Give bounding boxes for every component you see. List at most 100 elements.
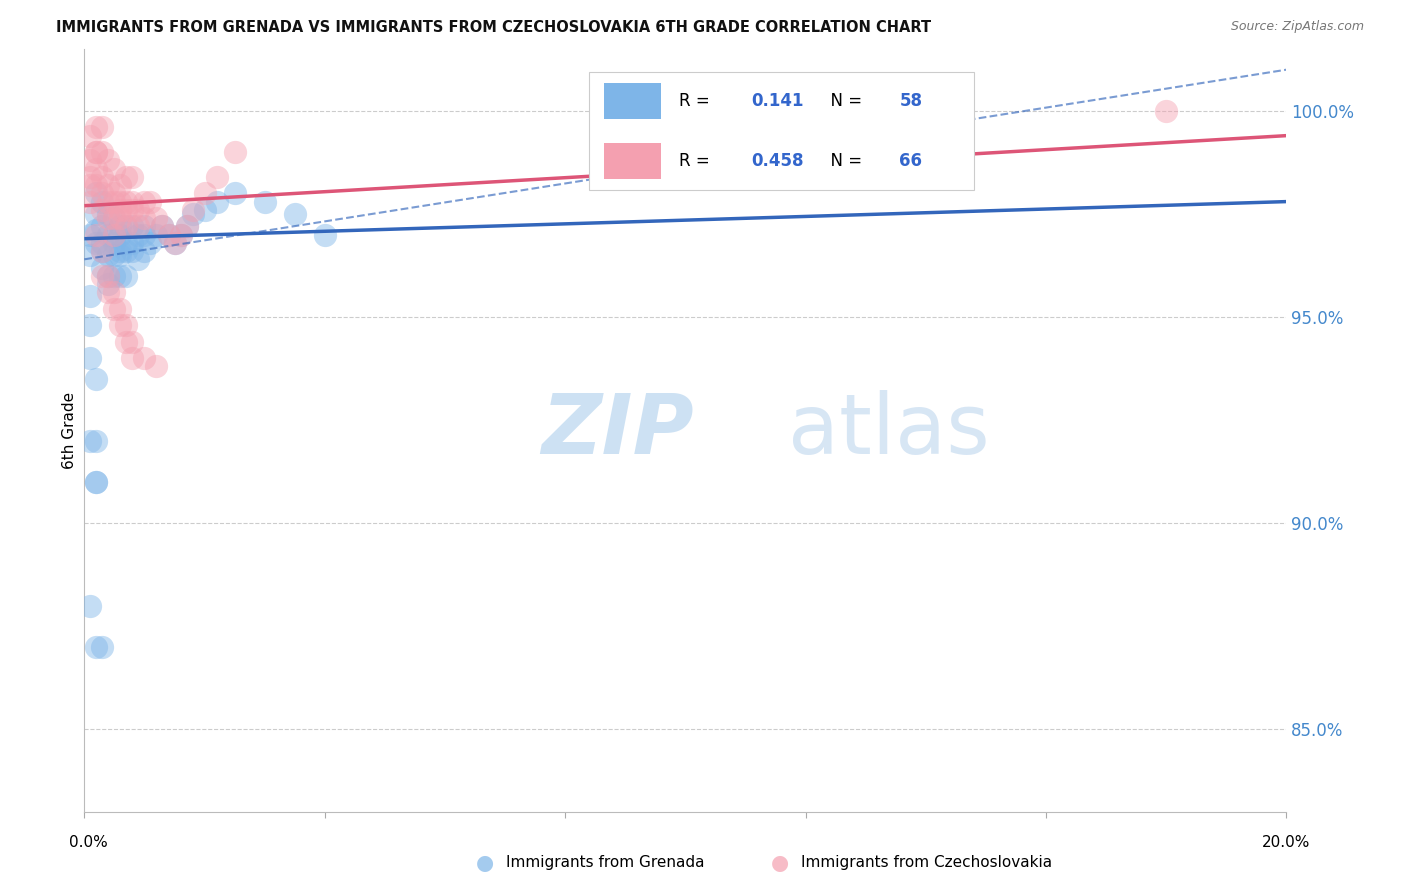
Point <box>103 211 125 225</box>
Point <box>91 169 114 184</box>
Point <box>121 334 143 349</box>
Point <box>169 227 191 242</box>
Point <box>91 244 114 258</box>
Point <box>91 145 114 160</box>
Point <box>86 640 108 654</box>
Point <box>115 219 138 234</box>
Point <box>103 194 125 209</box>
Point <box>103 227 125 242</box>
Point <box>91 244 114 258</box>
Text: ZIP: ZIP <box>541 390 693 471</box>
Point <box>86 161 108 176</box>
Point <box>86 227 108 242</box>
Text: R =: R = <box>679 153 716 170</box>
Point <box>152 219 174 234</box>
Point <box>176 219 198 234</box>
Point <box>121 202 143 217</box>
Point <box>97 153 120 168</box>
Point <box>194 202 217 217</box>
Text: ●: ● <box>772 853 789 872</box>
Point <box>79 318 101 333</box>
Text: 20.0%: 20.0% <box>1263 836 1310 850</box>
Point <box>103 285 125 300</box>
Point <box>97 248 120 262</box>
Point <box>103 186 125 201</box>
Point <box>103 161 125 176</box>
Point <box>194 186 217 201</box>
Point <box>91 202 114 217</box>
Point <box>97 211 120 225</box>
Point <box>110 202 132 217</box>
Point <box>110 248 132 262</box>
Text: Immigrants from Grenada: Immigrants from Grenada <box>506 855 704 870</box>
Point <box>314 227 336 242</box>
Point <box>91 260 114 275</box>
Point <box>163 235 186 250</box>
Point <box>97 178 120 193</box>
Point <box>121 219 143 234</box>
Point <box>97 285 120 300</box>
Text: N =: N = <box>820 92 868 110</box>
Text: 0.141: 0.141 <box>752 92 804 110</box>
Point <box>86 178 108 193</box>
Point <box>1156 103 1178 118</box>
Point <box>134 194 156 209</box>
Point <box>91 268 114 283</box>
Point <box>91 235 114 250</box>
Text: N =: N = <box>820 153 868 170</box>
Point <box>79 227 101 242</box>
Point <box>103 235 125 250</box>
Point <box>181 207 204 221</box>
Point <box>103 268 125 283</box>
Point <box>224 186 246 201</box>
Point <box>134 219 156 234</box>
Point <box>169 227 191 242</box>
Point <box>97 277 120 291</box>
Point <box>115 244 138 258</box>
Point <box>110 268 132 283</box>
Point <box>110 178 132 193</box>
Point <box>110 244 132 258</box>
Point <box>110 318 132 333</box>
Point <box>284 207 307 221</box>
Point <box>152 219 174 234</box>
Point <box>127 202 149 217</box>
Point <box>121 351 143 366</box>
Point <box>224 145 246 160</box>
Point <box>86 434 108 448</box>
Point <box>103 227 125 242</box>
Point <box>110 227 132 242</box>
Point <box>157 227 180 242</box>
Point <box>176 219 198 234</box>
Point <box>79 169 101 184</box>
Point <box>145 211 167 225</box>
Point <box>91 186 114 201</box>
Text: atlas: atlas <box>787 390 990 471</box>
Point <box>253 194 276 209</box>
Point <box>86 372 108 386</box>
Point <box>103 301 125 316</box>
Point <box>115 169 138 184</box>
Point <box>134 211 156 225</box>
Point <box>79 178 101 193</box>
Point <box>134 227 156 242</box>
Point <box>97 268 120 283</box>
FancyBboxPatch shape <box>603 83 661 120</box>
Point <box>79 194 101 209</box>
Point <box>145 359 167 374</box>
Point <box>110 301 132 316</box>
Text: IMMIGRANTS FROM GRENADA VS IMMIGRANTS FROM CZECHOSLOVAKIA 6TH GRADE CORRELATION : IMMIGRANTS FROM GRENADA VS IMMIGRANTS FR… <box>56 20 931 35</box>
Point <box>134 351 156 366</box>
Point <box>115 334 138 349</box>
Point <box>91 640 114 654</box>
Point <box>110 211 132 225</box>
Point <box>115 202 138 217</box>
Point <box>110 194 132 209</box>
Point <box>181 202 204 217</box>
Text: 58: 58 <box>900 92 922 110</box>
Point <box>86 145 108 160</box>
Point <box>97 268 120 283</box>
Point <box>115 268 138 283</box>
Y-axis label: 6th Grade: 6th Grade <box>62 392 77 469</box>
Point <box>97 227 120 242</box>
